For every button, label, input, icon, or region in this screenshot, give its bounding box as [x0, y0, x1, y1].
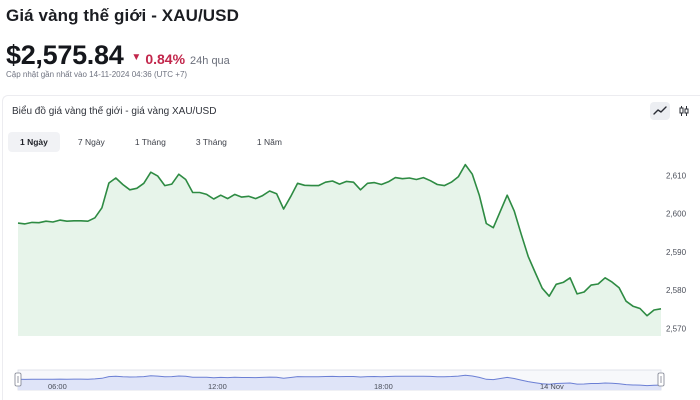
navigator-line: [17, 374, 662, 387]
navigator-time-label: 06:00: [48, 382, 67, 391]
y-axis-tick-label: 2,580: [666, 286, 687, 295]
price-change-percent: 0.84%: [145, 51, 186, 67]
line-chart-button[interactable]: [650, 102, 670, 120]
down-arrow-icon: ▼: [131, 52, 142, 63]
tab-1-month[interactable]: 1 Tháng: [134, 137, 166, 147]
price-line: [17, 163, 662, 317]
price-row: $2,575.84 ▼ 0.84% 24h qua: [6, 40, 230, 70]
last-updated: Cập nhật gần nhất vào 14-11-2024 04:36 (…: [6, 70, 188, 79]
chart-card: Biểu đồ giá vàng thế giới - giá vàng XAU…: [2, 95, 700, 400]
navigator-time-label: 18:00: [374, 382, 393, 391]
navigator-time-label: 12:00: [208, 382, 227, 391]
tab-3-months[interactable]: 3 Tháng: [195, 137, 227, 147]
range-tabs: 1 Ngày 7 Ngày 1 Tháng 3 Tháng 1 Năm: [8, 132, 300, 152]
chart-type-switcher: [650, 102, 694, 120]
page-title: Giá vàng thế giới - XAU/USD: [6, 6, 239, 25]
candlestick-icon: [679, 106, 689, 116]
price-change-period: 24h qua: [190, 55, 230, 67]
line-chart-icon: [653, 106, 667, 115]
y-axis-tick-label: 2,590: [666, 248, 687, 257]
y-axis-tick-label: 2,610: [666, 171, 687, 180]
tab-1-day[interactable]: 1 Ngày: [8, 132, 60, 152]
y-axis-tick-label: 2,570: [666, 324, 687, 333]
chart-title: Biểu đồ giá vàng thế giới - giá vàng XAU…: [12, 106, 217, 117]
current-price: $2,575.84: [6, 40, 124, 70]
candlestick-chart-button[interactable]: [674, 102, 694, 120]
tab-7-days[interactable]: 7 Ngày: [77, 137, 105, 147]
tab-1-year[interactable]: 1 Năm: [256, 137, 282, 147]
navigator-time-label: 14 Nov: [540, 382, 564, 391]
y-axis-tick-label: 2,600: [666, 210, 687, 219]
price-area-fill: [18, 164, 661, 336]
